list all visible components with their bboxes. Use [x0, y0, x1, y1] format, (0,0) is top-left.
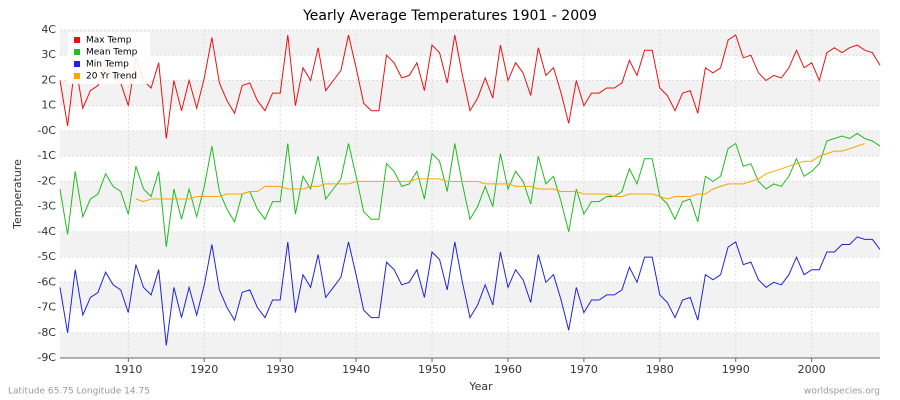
x-tick-label: 1940	[342, 363, 370, 376]
footer-right: worldspecies.org	[804, 387, 880, 397]
y-tick-label: -4C	[37, 225, 56, 238]
legend-swatch	[74, 61, 80, 67]
legend-label: Max Temp	[86, 36, 132, 46]
band	[60, 231, 880, 258]
footer-left: Latitude 65.75 Longitude 14.75	[8, 387, 150, 397]
y-tick-label: 1C	[41, 99, 56, 112]
y-tick-label: 2C	[41, 73, 56, 86]
x-tick-label: 2000	[798, 363, 826, 376]
y-tick-label: -9C	[37, 351, 56, 364]
y-tick-label: -7C	[37, 301, 56, 314]
band	[60, 332, 880, 358]
band	[60, 181, 880, 207]
x-tick-label: 1980	[646, 363, 674, 376]
x-tick-label: 1930	[266, 363, 294, 376]
band	[60, 30, 880, 56]
series-line	[135, 143, 865, 203]
x-tick-label: 1910	[114, 363, 142, 376]
y-tick-label: -1C	[37, 149, 56, 162]
x-tick-label: 1990	[722, 363, 750, 376]
y-tick-label: 4C	[41, 23, 56, 36]
chart-title: Yearly Average Temperatures 1901 - 2009	[302, 8, 597, 24]
legend-label: Min Temp	[86, 60, 129, 70]
plot-area	[60, 29, 880, 359]
y-tick-label: -0C	[37, 124, 56, 137]
legend-swatch	[74, 37, 80, 43]
y-tick-label: -5C	[37, 250, 56, 263]
y-tick-label: -3C	[37, 200, 56, 213]
legend-swatch	[74, 73, 80, 79]
legend-label: Mean Temp	[86, 48, 138, 58]
x-axis-label: Year	[468, 380, 493, 393]
y-tick-label: -8C	[37, 326, 56, 339]
x-tick-label: 1960	[494, 363, 522, 376]
y-tick-label: -6C	[37, 275, 56, 288]
series-line	[59, 132, 881, 248]
series-line	[59, 236, 881, 346]
x-tick-label: 1920	[190, 363, 218, 376]
y-axis-label: Temperature	[11, 159, 24, 230]
band	[60, 282, 880, 308]
legend-box	[68, 32, 150, 84]
y-tick-label: -2C	[37, 174, 56, 187]
x-tick-label: 1950	[418, 363, 446, 376]
band	[60, 80, 880, 106]
series-line	[59, 34, 881, 139]
y-tick-label: 3C	[41, 48, 56, 61]
legend-swatch	[74, 49, 80, 55]
legend-label: 20 Yr Trend	[86, 72, 137, 82]
band	[60, 130, 880, 157]
x-tick-label: 1970	[570, 363, 598, 376]
